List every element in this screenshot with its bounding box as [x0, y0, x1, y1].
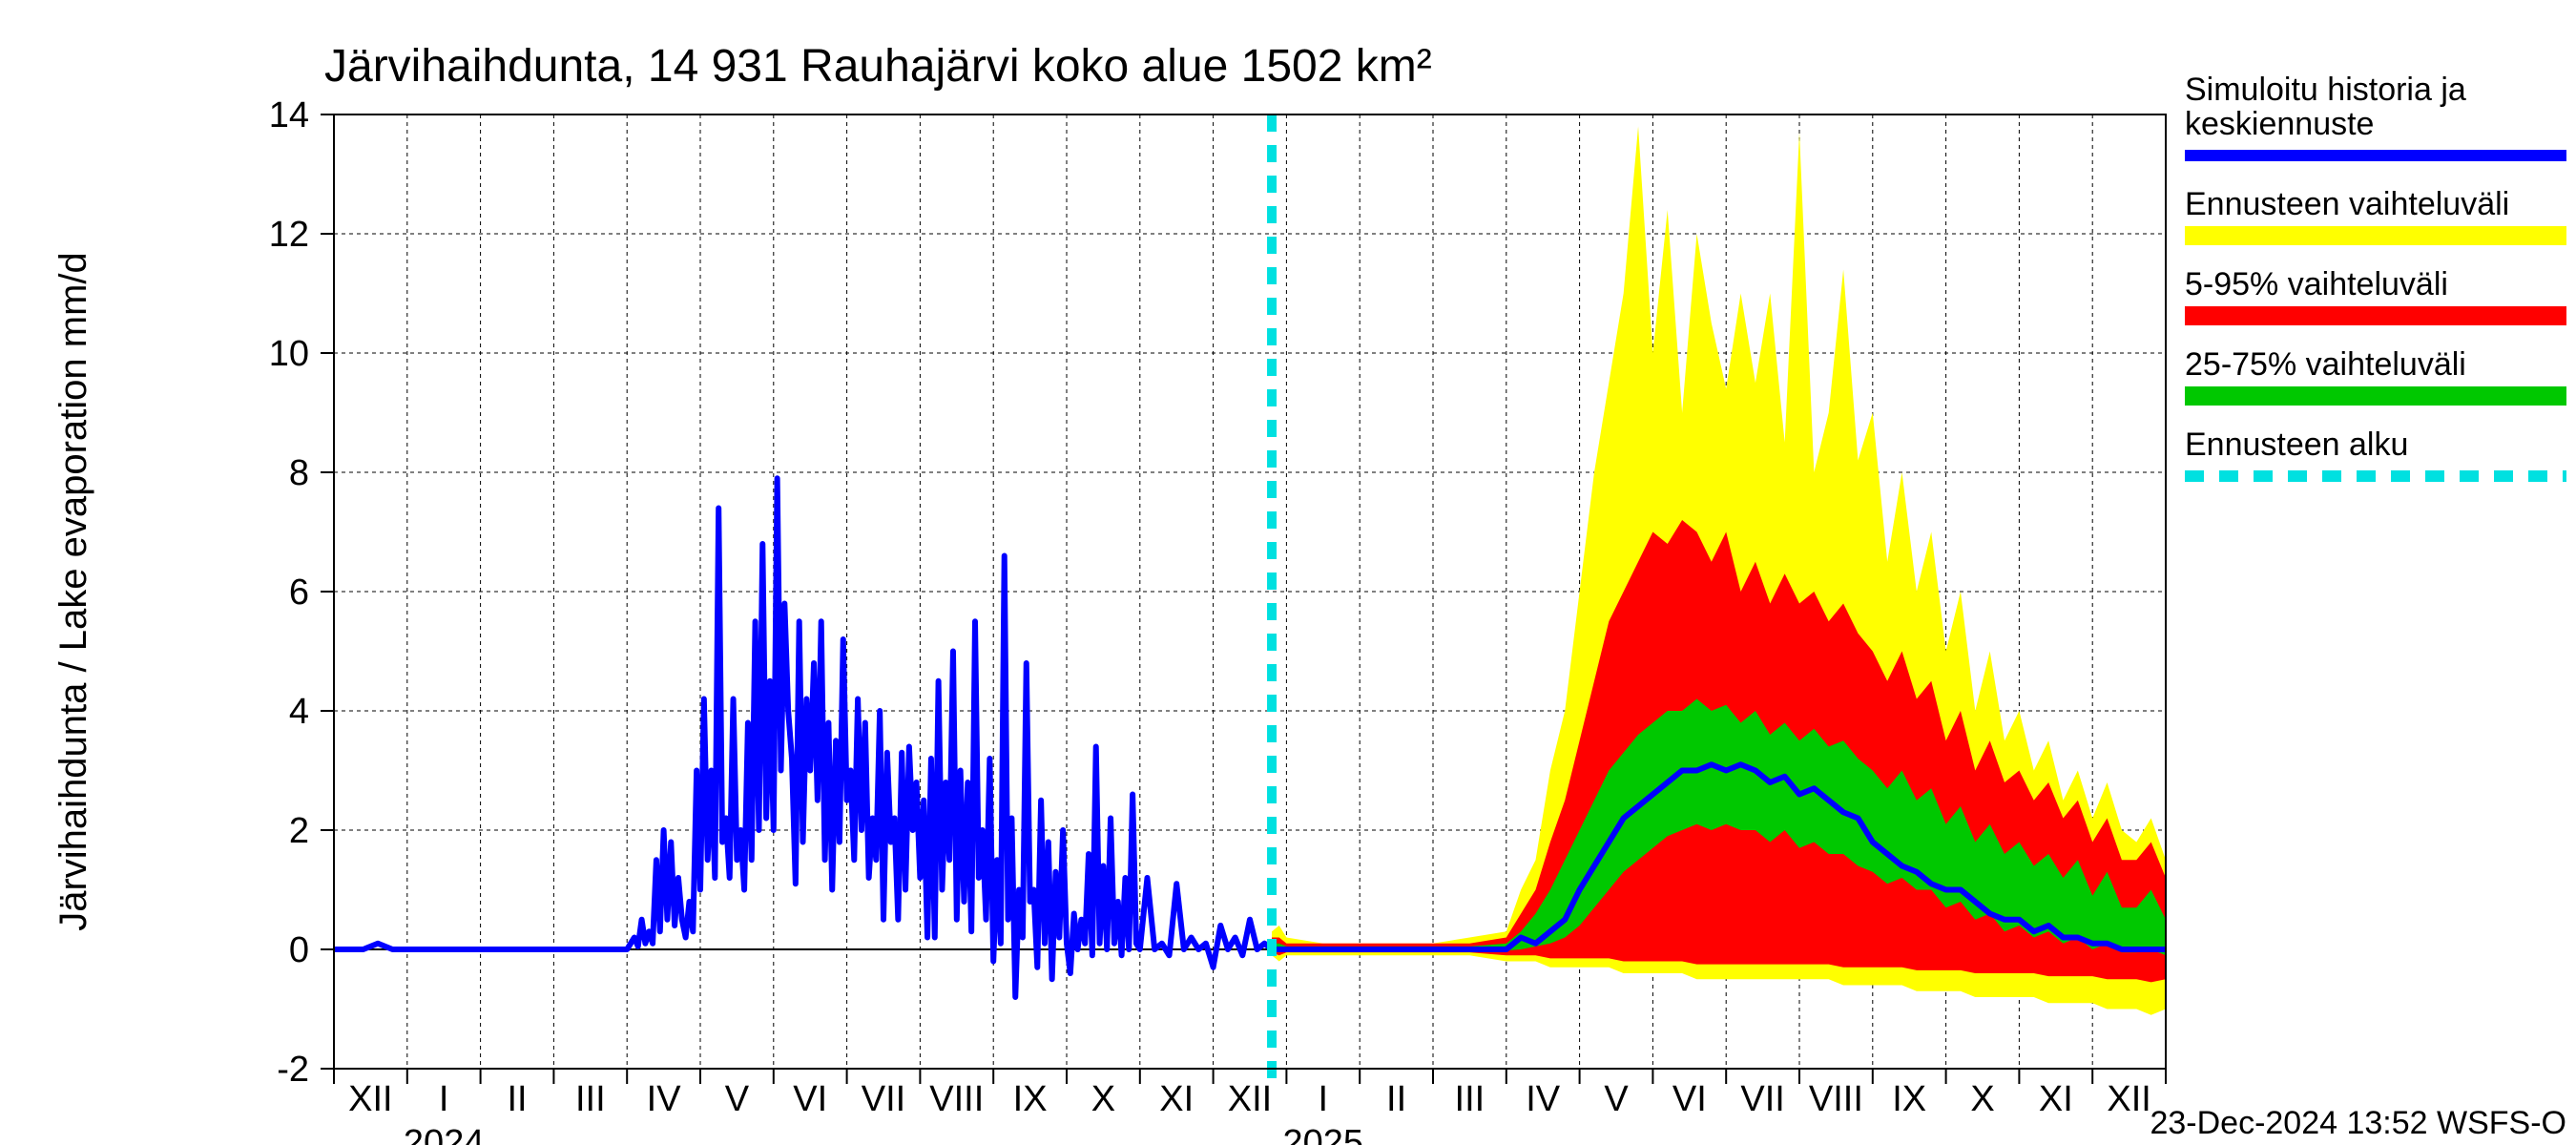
- xtick-label: III: [1455, 1079, 1485, 1119]
- xtick-label: XI: [1159, 1079, 1194, 1119]
- legend-swatch: [2185, 226, 2566, 245]
- xtick-label: V: [725, 1079, 750, 1119]
- evaporation-fanchart: -202468101214XIIIIIIIIIVVVIVIIVIIIIXXXIX…: [0, 0, 2576, 1145]
- xtick-label: XII: [348, 1079, 392, 1119]
- xtick-label: I: [439, 1079, 449, 1119]
- ytick-label: 12: [269, 215, 309, 255]
- ytick-label: 4: [289, 692, 309, 732]
- xtick-label: IX: [1013, 1079, 1048, 1119]
- xtick-label: VIII: [1809, 1079, 1863, 1119]
- xtick-label: II: [1386, 1079, 1406, 1119]
- legend-swatch: [2185, 306, 2566, 325]
- xtick-label: VI: [1672, 1079, 1707, 1119]
- xtick-label: II: [507, 1079, 527, 1119]
- ytick-label: 6: [289, 572, 309, 613]
- year-label: 2024: [404, 1123, 485, 1145]
- ytick-label: -2: [277, 1050, 309, 1090]
- legend-label: Ennusteen vaihteluväli: [2185, 186, 2509, 222]
- xtick-label: I: [1319, 1079, 1329, 1119]
- xtick-label: VIII: [929, 1079, 984, 1119]
- legend-label: 5-95% vaihteluväli: [2185, 266, 2448, 302]
- xtick-label: V: [1604, 1079, 1629, 1119]
- xtick-label: IX: [1892, 1079, 1926, 1119]
- ytick-label: 2: [289, 811, 309, 851]
- legend-label: 25-75% vaihteluväli: [2185, 346, 2466, 383]
- ytick-label: 8: [289, 453, 309, 493]
- legend-swatch: [2185, 150, 2566, 161]
- xtick-label: III: [575, 1079, 606, 1119]
- year-label: 2025: [1283, 1123, 1364, 1145]
- legend-label: Simuloitu historia ja: [2185, 72, 2466, 108]
- xtick-label: IV: [1526, 1079, 1561, 1119]
- xtick-label: XI: [2039, 1079, 2073, 1119]
- ytick-label: 14: [269, 95, 309, 135]
- xtick-label: VII: [1740, 1079, 1784, 1119]
- ytick-label: 0: [289, 930, 309, 970]
- timestamp-label: 23-Dec-2024 13:52 WSFS-O: [2150, 1105, 2566, 1141]
- xtick-label: VI: [793, 1079, 827, 1119]
- y-axis-label: Järvihaihdunta / Lake evaporation mm/d: [52, 252, 94, 931]
- legend-swatch: [2185, 386, 2566, 406]
- xtick-label: XII: [2107, 1079, 2150, 1119]
- legend-label: Ennusteen alku: [2185, 427, 2408, 463]
- legend-label: keskiennuste: [2185, 106, 2374, 142]
- ytick-label: 10: [269, 334, 309, 374]
- xtick-label: X: [1970, 1079, 1994, 1119]
- xtick-label: IV: [647, 1079, 682, 1119]
- chart-title: Järvihaihdunta, 14 931 Rauhajärvi koko a…: [324, 41, 1432, 92]
- chart-background: [0, 0, 2576, 1145]
- xtick-label: X: [1091, 1079, 1115, 1119]
- xtick-label: XII: [1228, 1079, 1272, 1119]
- xtick-label: VII: [862, 1079, 905, 1119]
